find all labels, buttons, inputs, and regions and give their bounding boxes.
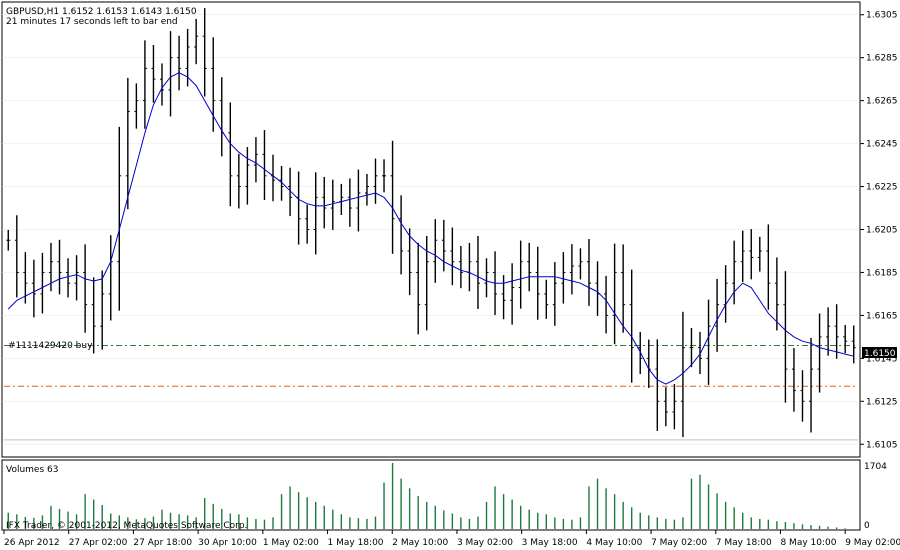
x-tick-label: 26 Apr 2012	[4, 538, 60, 548]
y-tick-label: 1.6225	[866, 183, 898, 193]
y-tick-label: 1.6245	[866, 140, 898, 150]
volume-max-label: 1704	[864, 462, 887, 472]
x-tick-label: 27 Apr 18:00	[133, 538, 192, 548]
current-price-box	[862, 347, 897, 358]
x-tick-label: 3 May 18:00	[522, 538, 578, 548]
current-price-label: 1.6150	[864, 349, 896, 359]
y-tick-label: 1.6165	[866, 311, 898, 321]
x-tick-label: 9 May 02:00	[845, 538, 900, 548]
y-tick-label: 1.6105	[866, 440, 898, 450]
x-tick-label: 3 May 02:00	[457, 538, 513, 548]
y-tick-label: 1.6125	[866, 397, 898, 407]
y-tick-label: 1.6185	[866, 268, 898, 278]
bar-timer: 21 minutes 17 seconds left to bar end	[6, 17, 178, 27]
y-axis-labels: 1.6305 1.6285 1.6265 1.6245 1.6225 1.6205 1.61…	[860, 11, 898, 450]
y-tick-label: 1.6145	[866, 354, 898, 364]
volume-title: Volumes 63	[6, 465, 58, 475]
symbol-header: GBPUSD,H1 1.6152 1.6153 1.6143 1.6150	[6, 7, 197, 17]
x-tick-label: 7 May 18:00	[716, 538, 772, 548]
x-tick-label: 4 May 10:00	[586, 538, 642, 548]
y-tick-label: 1.6305	[866, 11, 898, 21]
x-tick-label: 2 May 10:00	[392, 538, 448, 548]
x-tick-label: 30 Apr 10:00	[198, 538, 257, 548]
x-tick-label: 1 May 18:00	[328, 538, 384, 548]
volume-bars	[7, 463, 846, 529]
horizontal-order-lines	[4, 344, 858, 441]
order-label: #1111429420 buy	[8, 341, 93, 351]
y-tick-label: 1.6265	[866, 97, 898, 107]
volume-panel[interactable]	[1, 459, 861, 531]
x-tick-label: 8 May 10:00	[780, 538, 836, 548]
x-tick-label: 7 May 02:00	[651, 538, 707, 548]
y-tick-label: 1.6285	[866, 54, 898, 64]
y-tick-label: 1.6205	[866, 226, 898, 236]
copyright-text: IFX Trader, © 2001-2012, MetaQuotes Soft…	[6, 521, 247, 531]
x-tick-label: 1 May 02:00	[263, 538, 319, 548]
moving-average-line	[7, 72, 854, 385]
x-axis-labels: 26 Apr 2012 27 Apr 02:00 27 Apr 18:00 30 Ap…	[3, 530, 900, 548]
volume-min-label: 0	[864, 521, 870, 531]
x-tick-label: 27 Apr 02:00	[69, 538, 128, 548]
price-bars	[6, 8, 856, 438]
